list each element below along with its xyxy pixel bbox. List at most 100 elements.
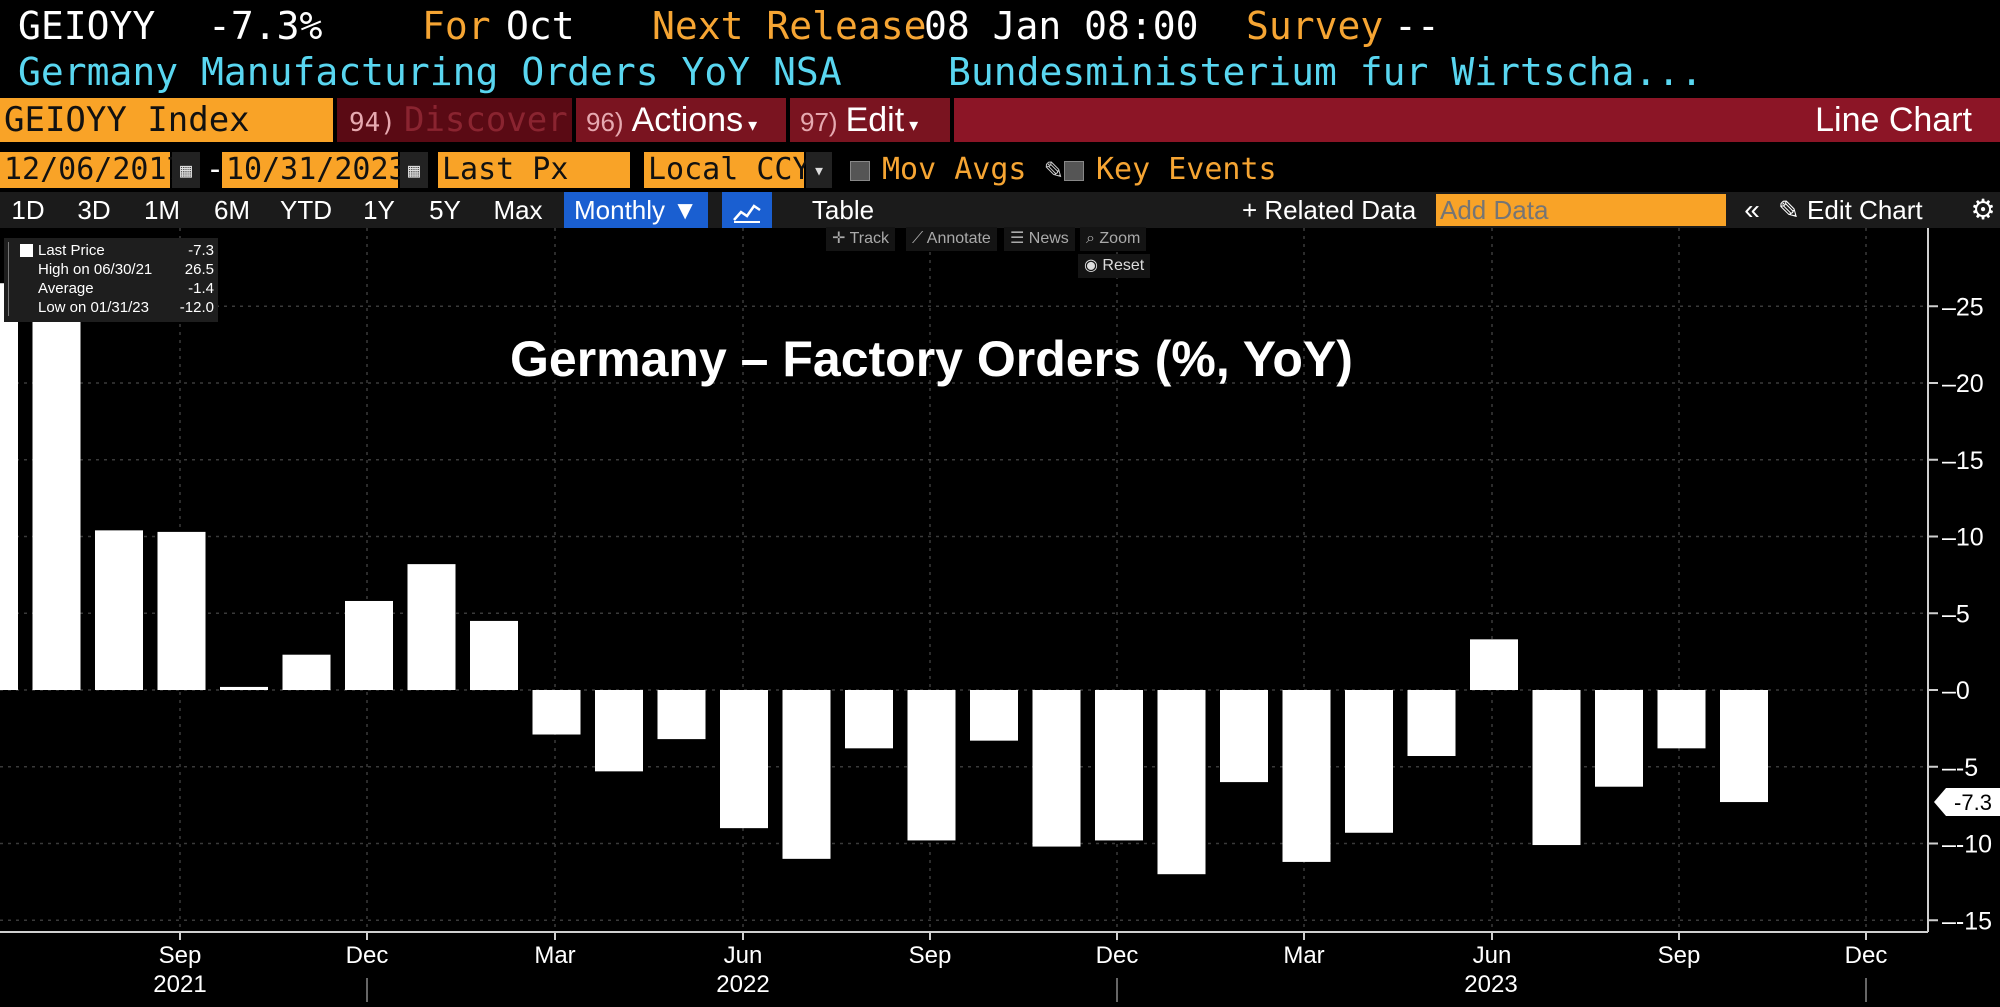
x-tick-label: Jun (1473, 942, 1512, 969)
y-tick-label: –10 (1942, 524, 1984, 552)
mov-avgs-toggle[interactable]: Mov Avgs ✎ (850, 152, 1063, 188)
legend-last-price-value: -7.3 (188, 242, 214, 259)
date-dash: - (206, 152, 225, 187)
calendar-icon[interactable]: ▦ (172, 152, 200, 188)
chevron-down-icon[interactable]: ▾ (806, 152, 832, 188)
data-source: Bundesministerium fur Wirtscha... (948, 50, 1703, 94)
crosshair-icon: ✛ (832, 230, 850, 247)
discover-number: 94) (349, 108, 396, 138)
y-tick-label: –-15 (1942, 907, 1992, 935)
x-tick-label: Jun (724, 942, 763, 969)
range-6m[interactable]: 6M (213, 195, 251, 225)
table-button[interactable]: Table (811, 195, 875, 225)
range-1m[interactable]: 1M (143, 195, 181, 225)
bar (1720, 690, 1768, 803)
y-tick-label: –-10 (1942, 831, 1992, 859)
last-value-tag (1934, 788, 2000, 817)
frequency-select[interactable]: Monthly ▼ (564, 192, 708, 228)
y-tick-label: –25 (1942, 293, 1984, 321)
legend-last-price: Last Price -7.3 (38, 242, 214, 261)
legend-average: Average -1.4 (38, 280, 214, 299)
legend-swatch (20, 244, 33, 257)
for-label: For (422, 4, 491, 48)
bar (845, 690, 893, 749)
bar (470, 620, 518, 690)
bar (1595, 690, 1643, 787)
y-tick-label: –-5 (1942, 754, 1978, 782)
magnifier-icon: ⌕ (1086, 230, 1100, 247)
actions-menu[interactable]: 96) Actions ▾ (576, 98, 786, 142)
pencil-icon: ⟋ (912, 230, 927, 247)
double-chevron-left-icon[interactable]: « (1744, 194, 1760, 225)
bar (1657, 690, 1706, 749)
legend-last-price-label: Last Price (38, 242, 105, 259)
bar (1095, 690, 1143, 841)
field-select[interactable]: Last Px (438, 152, 630, 188)
chart-title: Germany – Factory Orders (%, YoY) (510, 331, 1353, 387)
edit-chart-label: Edit Chart (1807, 195, 1923, 225)
gear-icon[interactable]: ⚙ (1970, 194, 1996, 225)
chevron-down-icon: ▾ (743, 115, 758, 135)
range-1y[interactable]: 1Y (363, 195, 395, 225)
line-chart-icon[interactable] (722, 192, 772, 228)
y-tick-label: –0 (1942, 677, 1970, 705)
add-data-input[interactable] (1436, 194, 1726, 226)
x-tick-label: Dec (1096, 942, 1139, 969)
bar (720, 690, 768, 829)
reset-button[interactable]: ◉ Reset (1078, 254, 1151, 278)
edit-chart-button[interactable]: ✎ Edit Chart (1778, 192, 1964, 228)
chart-area[interactable]: –25 –20 –15 –10 –5 –0 –-5 –-10 –-15 Sep Dec Mar Jun S… (0, 228, 2000, 1007)
chevron-down-icon: ▾ (904, 115, 919, 135)
end-date-field[interactable]: 10/31/2023 (222, 152, 407, 188)
legend-average-value: -1.4 (188, 280, 214, 297)
next-release-value: 08 Jan 08:00 (924, 4, 1199, 48)
ticker-code: GEIOYY (18, 4, 156, 48)
range-max[interactable]: Max (493, 195, 543, 225)
bar (1470, 639, 1518, 690)
currency-select[interactable]: Local CCY (644, 152, 811, 188)
legend-high: High on 06/30/21 26.5 (38, 261, 214, 280)
next-release-label: Next Release (652, 4, 927, 48)
zoom-label: Zoom (1099, 230, 1141, 247)
news-icon: ☰ (1010, 230, 1029, 247)
key-events-toggle[interactable]: Key Events (1064, 152, 1277, 188)
actions-label: Actions (631, 101, 744, 139)
range-3d[interactable]: 3D (77, 195, 111, 225)
x-tick-label: Sep (159, 942, 202, 969)
edit-menu[interactable]: 97) Edit ▾ (790, 98, 950, 142)
reset-label: Reset (1102, 257, 1145, 274)
edit-number: 97) (800, 107, 838, 137)
chart-type-label: Line Chart (954, 98, 2000, 142)
range-5y[interactable]: 5Y (429, 195, 461, 225)
security-description: Germany Manufacturing Orders YoY NSA (18, 50, 842, 94)
zoom-button[interactable]: ⌕ Zoom (1080, 227, 1147, 251)
track-label: Track (849, 230, 889, 247)
range-1d[interactable]: 1D (11, 195, 45, 225)
x-tick-label: Mar (1283, 942, 1324, 969)
edit-label: Edit (845, 101, 905, 139)
news-button[interactable]: ☰ News (1004, 227, 1075, 251)
y-tick-label: –5 (1942, 600, 1970, 628)
legend-low-value: -12.0 (179, 299, 214, 316)
annotate-button[interactable]: ⟋ Annotate (906, 227, 997, 251)
legend-high-label: High on 06/30/21 (38, 261, 153, 278)
bar (907, 690, 956, 841)
bar (1032, 690, 1081, 847)
legend-low-label: Low on 01/31/23 (38, 299, 149, 316)
track-button[interactable]: ✛ Track (826, 227, 895, 251)
start-date-field[interactable]: 12/06/2017 (0, 152, 185, 188)
bar (407, 564, 456, 690)
security-field[interactable]: GEIOYY Index (0, 98, 333, 142)
pencil-icon: ✎ (1778, 195, 1808, 225)
related-data-button[interactable]: + Related Data (1242, 195, 1417, 225)
for-value: Oct (506, 4, 575, 48)
range-ytd[interactable]: YTD (280, 195, 332, 225)
mov-avgs-label: Mov Avgs (882, 152, 1027, 187)
annotate-label: Annotate (926, 230, 991, 247)
bar (1407, 690, 1456, 757)
x-year-label: 2023 (1464, 971, 1517, 998)
calendar-icon[interactable]: ▦ (400, 152, 428, 188)
discover-menu[interactable]: 94)Discover ▾ (337, 98, 589, 142)
x-year-label: 2022 (716, 971, 769, 998)
x-tick-label: Sep (909, 942, 952, 969)
